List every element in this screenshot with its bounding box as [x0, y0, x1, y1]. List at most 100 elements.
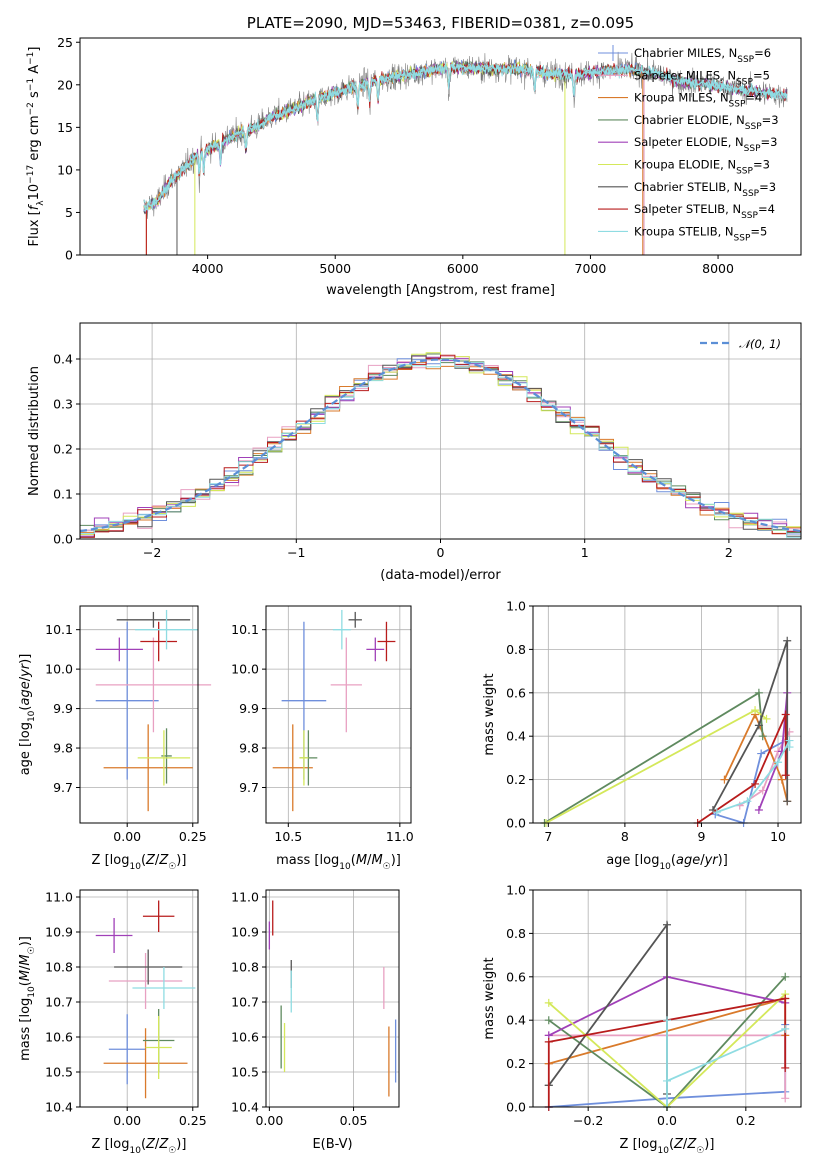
y-tick-label: 0 [65, 248, 73, 263]
x-tick-label: 0.05 [340, 1113, 368, 1128]
y-tick-label: 5 [65, 205, 73, 220]
weight-marker [781, 710, 790, 719]
plot-frame [265, 889, 400, 1108]
x-tick-label: 0.2 [736, 1113, 756, 1128]
y-tick-label: 9.9 [53, 701, 73, 716]
legend-label: Chabrier STELIB, NSSP=3 [634, 180, 776, 199]
y-tick-label: 0.4 [506, 729, 526, 744]
legend-label: Kroupa ELODIE, NSSP=3 [634, 158, 770, 177]
x-axis-label: Z [log10(Z/Z☉)] [620, 1137, 715, 1156]
y-tick-label: 1.0 [506, 599, 526, 614]
y-tick-label: 10.9 [231, 925, 259, 940]
weight-line-salpeter-stelib [697, 714, 787, 824]
x-tick-label: 7000 [575, 261, 607, 276]
legend-label: Chabrier MILES, NSSP=6 [634, 46, 771, 65]
y-tick-label: 11.0 [45, 890, 73, 905]
y-tick-label: 10.6 [231, 1030, 259, 1045]
weight-marker [712, 808, 721, 817]
y-tick-label: 0.2 [506, 1056, 526, 1071]
legend-label: Kroupa STELIB, NSSP=5 [634, 224, 767, 243]
x-tick-label: 0.00 [113, 1113, 141, 1128]
y-tick-label: 0.1 [53, 487, 73, 502]
y-tick-label: 10.8 [231, 960, 259, 975]
x-tick-label: 10.5 [274, 829, 302, 844]
y-tick-label: 0.6 [506, 969, 526, 984]
model-spectrum-salpeter-miles [143, 62, 645, 210]
weight-marker [785, 743, 794, 752]
y-tick-label: 0.8 [506, 926, 526, 941]
y-tick-label: 20 [57, 77, 73, 92]
y-tick-label: 10 [57, 162, 73, 177]
weight-marker [781, 972, 790, 981]
normal-curve [79, 358, 802, 533]
x-axis-label: age [log10(age/yr)] [606, 853, 728, 872]
weight-marker [544, 1016, 553, 1025]
plot-frame [79, 889, 199, 1108]
y-tick-label: 10.5 [231, 1065, 259, 1080]
plot-frame [532, 889, 802, 1108]
y-axis-label: mass weight [482, 957, 497, 1039]
weight-marker [663, 1076, 671, 1085]
x-tick-label: 1 [581, 545, 589, 560]
x-tick-label: 10 [770, 829, 786, 844]
y-axis-label: Normed distribution [27, 366, 42, 496]
model-spectrum-kroupa-stelib-top [143, 62, 788, 212]
x-tick-label: 0.00 [255, 1113, 283, 1128]
chart-title: PLATE=2090, MJD=53463, FIBERID=0381, z=0… [247, 14, 634, 32]
weight-marker [663, 1016, 671, 1025]
y-tick-label: 10.6 [45, 1030, 73, 1045]
weight-marker [751, 706, 760, 715]
y-axis-label: age [log10(age/yr)] [18, 654, 37, 776]
x-tick-label: 0 [437, 545, 445, 560]
y-tick-label: 25 [57, 35, 73, 50]
weight-marker [751, 779, 760, 788]
model-spectrum-kroupa-stelib [143, 62, 788, 210]
y-tick-label: 0.6 [506, 685, 526, 700]
y-tick-label: 10.0 [231, 662, 259, 677]
residual-histogram-salpeter-stelib [80, 354, 801, 538]
x-tick-label: 7 [544, 829, 552, 844]
weight-marker [783, 636, 792, 645]
weight-marker [754, 721, 763, 730]
y-tick-label: 10.5 [45, 1065, 73, 1080]
y-tick-label: 10.4 [231, 1100, 259, 1115]
weight-marker [720, 775, 729, 784]
y-tick-label: 9.9 [239, 701, 259, 716]
x-tick-label: 0.25 [179, 1113, 207, 1128]
x-tick-label: 0.25 [179, 829, 207, 844]
weight-line-chabrier-stelib [548, 921, 668, 1094]
x-axis-label: Z [log10(Z/Z☉)] [92, 853, 187, 872]
y-tick-label: 0.0 [506, 1100, 526, 1115]
y-tick-label: 0.4 [53, 352, 73, 367]
plot-frame [79, 605, 199, 824]
x-tick-label: 2 [725, 545, 733, 560]
weight-marker [781, 771, 790, 780]
weight-marker [774, 758, 783, 767]
weight-line-chabrier-stelib [712, 640, 789, 811]
plot-frame [532, 605, 802, 824]
weight-marker [777, 775, 786, 784]
y-tick-label: 10.1 [45, 622, 73, 637]
y-axis-label: mass [log10(M/M☉)] [18, 936, 37, 1061]
y-tick-label: 9.7 [53, 780, 73, 795]
model-spectrum-salpeter-stelib [143, 61, 788, 210]
weight-line-chabrier-miles [714, 739, 787, 825]
y-tick-label: 10.7 [231, 995, 259, 1010]
legend-label: Chabrier ELODIE, NSSP=3 [634, 113, 779, 132]
plot-frame [79, 37, 802, 256]
x-tick-label: 8000 [702, 261, 734, 276]
weight-marker [781, 1094, 790, 1103]
x-tick-label: 0.0 [657, 1113, 677, 1128]
y-axis-label: Flux [fλ10−17 erg cm−2 s−1 A−1] [26, 47, 46, 247]
weight-marker [757, 749, 766, 758]
weight-line-chabrier-elodie [544, 691, 764, 824]
y-tick-label: 9.7 [239, 780, 259, 795]
y-tick-label: 0.8 [506, 642, 526, 657]
y-tick-label: 9.8 [53, 741, 73, 756]
y-tick-label: 0.2 [53, 442, 73, 457]
y-tick-label: 10.8 [45, 960, 73, 975]
y-tick-label: 11.0 [231, 890, 259, 905]
weight-marker [754, 688, 763, 697]
x-tick-label: 6000 [447, 261, 479, 276]
